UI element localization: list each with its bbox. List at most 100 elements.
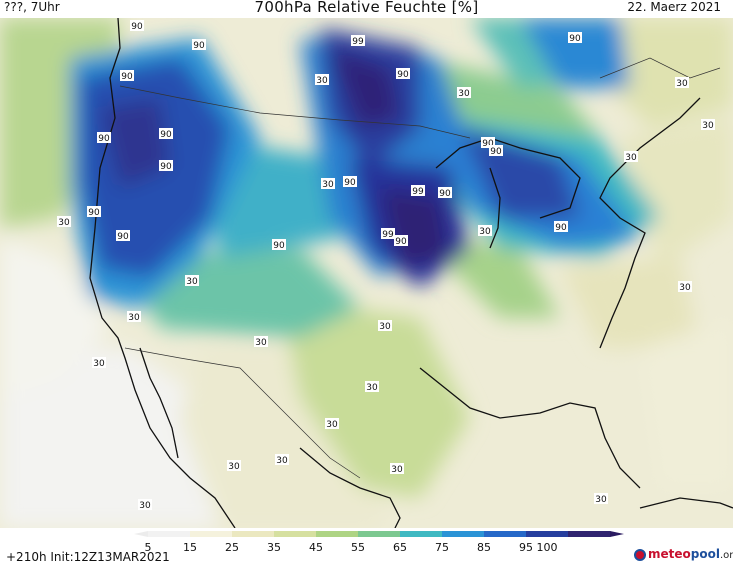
brand-logo[interactable]: meteopool.org bbox=[628, 547, 733, 561]
colorbar-tick-label: 75 bbox=[435, 541, 449, 554]
svg-text:90: 90 bbox=[121, 72, 133, 82]
contour-label: 30 bbox=[92, 357, 106, 369]
valid-day-time: ???, 7Uhr bbox=[4, 0, 60, 14]
colorbar-tick-label: 55 bbox=[351, 541, 365, 554]
svg-text:90: 90 bbox=[555, 223, 567, 233]
colorbar-max-arrow bbox=[610, 531, 624, 537]
svg-text:30: 30 bbox=[625, 153, 637, 163]
contour-label: 99 bbox=[381, 228, 395, 240]
contour-label: 90 bbox=[568, 32, 582, 44]
colorbar-segment bbox=[358, 531, 401, 537]
contour-label: 90 bbox=[438, 187, 452, 199]
svg-text:90: 90 bbox=[344, 178, 356, 188]
contour-label: 30 bbox=[185, 275, 199, 287]
contour-label: 90 bbox=[159, 128, 173, 140]
contour-label: 30 bbox=[390, 463, 404, 475]
colorbar-segment bbox=[568, 531, 611, 537]
colorbar-segment bbox=[484, 531, 527, 537]
colorbar-segment bbox=[190, 531, 233, 537]
contour-label: 30 bbox=[594, 493, 608, 505]
meteopool-logo-icon bbox=[634, 549, 646, 561]
svg-text:30: 30 bbox=[228, 462, 240, 472]
colorbar-segment bbox=[232, 531, 275, 537]
svg-text:90: 90 bbox=[397, 70, 409, 80]
svg-text:90: 90 bbox=[160, 130, 172, 140]
colorbar-segment bbox=[400, 531, 443, 537]
contour-label: 90 bbox=[97, 132, 111, 144]
contour-label: 90 bbox=[130, 20, 144, 32]
svg-text:30: 30 bbox=[676, 79, 688, 89]
contour-label: 30 bbox=[227, 460, 241, 472]
svg-text:30: 30 bbox=[702, 121, 714, 131]
contour-label: 30 bbox=[325, 418, 339, 430]
footer: 5 15 25 35 45 55 65 75 85 95 100 +210h Init:12Z13M… bbox=[0, 528, 733, 566]
contour-label: 30 bbox=[254, 336, 268, 348]
svg-text:90: 90 bbox=[273, 241, 285, 251]
brand-org: .org bbox=[719, 550, 733, 561]
svg-text:30: 30 bbox=[186, 277, 198, 287]
svg-text:90: 90 bbox=[482, 139, 494, 149]
svg-text:90: 90 bbox=[395, 237, 407, 247]
svg-text:30: 30 bbox=[93, 359, 105, 369]
colorbar-tick-label: 85 bbox=[477, 541, 491, 554]
contour-label: 90 bbox=[272, 239, 286, 251]
svg-text:30: 30 bbox=[458, 89, 470, 99]
colorbar-tick-label: 95 bbox=[519, 541, 533, 554]
coastlines bbox=[89, 18, 733, 528]
colorbar-segment bbox=[526, 531, 569, 537]
contour-label: 30 bbox=[678, 281, 692, 293]
svg-text:90: 90 bbox=[490, 147, 502, 157]
contour-label: 30 bbox=[624, 151, 638, 163]
svg-text:30: 30 bbox=[326, 420, 338, 430]
colorbar-min-arrow bbox=[134, 531, 148, 537]
svg-text:90: 90 bbox=[439, 189, 451, 199]
contour-label: 30 bbox=[275, 454, 289, 466]
colorbar-tick-label: 100 bbox=[537, 541, 558, 554]
svg-text:99: 99 bbox=[412, 187, 424, 197]
svg-text:30: 30 bbox=[58, 218, 70, 228]
contour-label: 30 bbox=[675, 77, 689, 89]
svg-text:90: 90 bbox=[160, 162, 172, 172]
humidity-map: 90 90 99 90 90 30 90 30 30 90 90 90 30 9… bbox=[0, 18, 733, 528]
contour-label: 99 bbox=[411, 185, 425, 197]
svg-text:30: 30 bbox=[479, 227, 491, 237]
contour-label: 30 bbox=[701, 119, 715, 131]
run-info: +210h Init:12Z13MAR2021 bbox=[6, 550, 170, 564]
contour-label: 90 bbox=[396, 68, 410, 80]
brand-meteo: meteo bbox=[648, 547, 691, 561]
contour-label: 30 bbox=[365, 381, 379, 393]
colorbar-segment bbox=[148, 531, 191, 537]
svg-text:30: 30 bbox=[679, 283, 691, 293]
contour-label: 30 bbox=[138, 499, 152, 511]
contour-label: 90 bbox=[120, 70, 134, 82]
contour-label: 30 bbox=[57, 216, 71, 228]
contour-label: 30 bbox=[478, 225, 492, 237]
contour-label: 90 bbox=[481, 137, 495, 149]
colorbar-tick-label: 25 bbox=[225, 541, 239, 554]
svg-text:90: 90 bbox=[569, 34, 581, 44]
svg-text:30: 30 bbox=[276, 456, 288, 466]
colorbar-tick-label: 5 bbox=[145, 541, 152, 554]
contour-label: 90 bbox=[192, 39, 206, 51]
colorbar-tick-label: 65 bbox=[393, 541, 407, 554]
colorbar-tick-label: 45 bbox=[309, 541, 323, 554]
contour-label: 30 bbox=[378, 320, 392, 332]
contour-label: 30 bbox=[457, 87, 471, 99]
svg-text:90: 90 bbox=[131, 22, 143, 32]
svg-text:30: 30 bbox=[391, 465, 403, 475]
svg-text:90: 90 bbox=[193, 41, 205, 51]
valid-date: 22. Maerz 2021 bbox=[627, 0, 721, 14]
header-bar: ???, 7Uhr 700hPa Relative Feuchte [%] 22… bbox=[0, 0, 733, 18]
svg-text:30: 30 bbox=[595, 495, 607, 505]
contour-label: 90 bbox=[489, 145, 503, 157]
svg-text:99: 99 bbox=[382, 230, 394, 240]
svg-text:30: 30 bbox=[255, 338, 267, 348]
svg-text:90: 90 bbox=[88, 208, 100, 218]
contour-label: 90 bbox=[554, 221, 568, 233]
contour-label: 30 bbox=[315, 74, 329, 86]
contour-label: 30 bbox=[321, 178, 335, 190]
colorbar-segment bbox=[442, 531, 485, 537]
svg-text:99: 99 bbox=[352, 37, 364, 47]
svg-text:30: 30 bbox=[322, 180, 334, 190]
humidity-field bbox=[0, 18, 733, 528]
